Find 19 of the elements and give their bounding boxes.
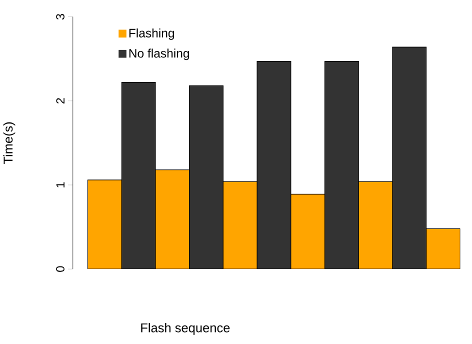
- y-tick-label: 1: [56, 182, 64, 188]
- bar: [189, 85, 224, 270]
- bar: [155, 170, 190, 270]
- bar: [222, 181, 258, 270]
- bar: [324, 61, 359, 270]
- legend-label: Flashing: [129, 28, 174, 40]
- y-tick-label: 2: [56, 98, 64, 104]
- bar: [256, 61, 292, 270]
- bar: [426, 228, 460, 270]
- bar: [290, 194, 326, 270]
- legend-label: No flashing: [129, 48, 189, 60]
- bar: [87, 180, 122, 270]
- y-axis-title: Time(s): [3, 122, 16, 164]
- bar: [121, 82, 156, 270]
- x-axis-title: Flash sequence: [141, 322, 230, 335]
- bar: [392, 46, 427, 270]
- y-tick-label: 3: [56, 14, 64, 20]
- bar: [358, 181, 393, 270]
- y-tick-label: 0: [56, 266, 64, 272]
